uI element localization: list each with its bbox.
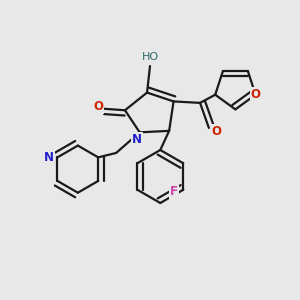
Text: O: O bbox=[250, 88, 261, 101]
Text: F: F bbox=[170, 185, 178, 198]
Text: N: N bbox=[44, 151, 54, 164]
Text: HO: HO bbox=[141, 52, 159, 62]
Text: O: O bbox=[93, 100, 103, 113]
Text: N: N bbox=[132, 133, 142, 146]
Text: O: O bbox=[211, 125, 221, 138]
